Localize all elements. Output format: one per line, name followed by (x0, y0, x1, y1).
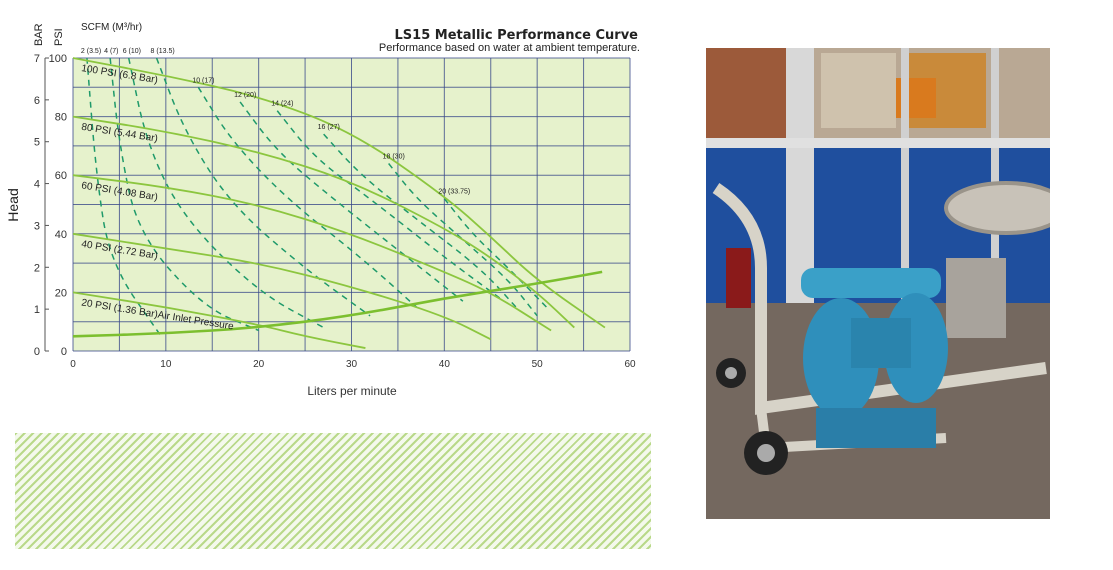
performance-chart: 0 10 20 30 40 50 60 0 20 40 60 80 100 0 1 2 3 4 5 6 7 2 (3.5… (5, 22, 640, 398)
y-axis-label: Head (5, 188, 21, 221)
pressure-curve (72, 57, 606, 329)
x-tick-label: 40 (439, 359, 451, 370)
grid (72, 57, 631, 352)
air-consumption-line (86, 57, 162, 337)
air-consumption-line (323, 133, 520, 311)
psi-tick-label: 100 (49, 53, 67, 65)
bar-tick-label: 3 (34, 220, 40, 232)
air-consumption-label: 2 (3.5) (81, 48, 101, 55)
bar-tick-label: 7 (34, 53, 40, 65)
x-tick-label: 30 (346, 359, 358, 370)
air-consumption-label: 12 (20) (234, 92, 256, 99)
bar-tick-label: 2 (34, 262, 40, 274)
psi-tick-label: 80 (55, 112, 67, 124)
psi-tick-label: 0 (61, 346, 67, 358)
air-consumption-label: 4 (7) (104, 48, 118, 55)
x-axis-label: Liters per minute (307, 384, 397, 398)
hatched-placeholder-panel (15, 433, 651, 549)
air-consumption-line (155, 57, 371, 317)
psi-tick-label: 60 (55, 170, 67, 182)
psi-tick-label: 20 (55, 287, 67, 299)
psi-tick-label: 40 (55, 229, 67, 241)
bar-tick-label: 1 (34, 304, 40, 316)
pressure-curve (72, 291, 366, 349)
chart-title: LS15 Metallic Performance Curve (395, 28, 639, 43)
pump-photo (706, 48, 1050, 519)
pressure-curve (72, 115, 575, 329)
bar-tick-label: 4 (34, 179, 40, 191)
bar-tick-label: 0 (34, 346, 40, 358)
chart-subtitle: Performance based on water at ambient te… (379, 42, 640, 54)
air-consumption-label: 20 (33.75) (438, 189, 470, 196)
psi-unit-label: PSI (53, 28, 65, 46)
air-consumption-line (127, 57, 325, 329)
x-tick-label: 10 (160, 359, 172, 370)
bar-tick-label: 6 (34, 95, 40, 107)
air-consumption-label: 18 (30) (383, 153, 405, 160)
pressure-curve (72, 174, 552, 332)
air-consumption-label: 14 (24) (271, 101, 293, 108)
x-tick-label: 0 (70, 359, 76, 370)
pressure-curves (72, 57, 606, 349)
air-consumption-line (109, 57, 259, 332)
air-consumption-line (197, 86, 417, 308)
air-consumption-label: 8 (13.5) (151, 48, 175, 55)
air-consumption-line (388, 163, 538, 317)
air-consumption-label: 10 (17) (192, 77, 214, 84)
x-tick-label: 60 (624, 359, 636, 370)
x-tick-label: 50 (532, 359, 544, 370)
bar-tick-label: 5 (34, 137, 40, 149)
axes: 0 10 20 30 40 50 60 0 20 40 60 80 100 0 1 2 3 4 5 6 7 (34, 53, 636, 370)
npsh-curve (72, 270, 603, 338)
air-consumption-label: 6 (10) (123, 48, 141, 55)
x-tick-label: 20 (253, 359, 265, 370)
air-consumption-label: 16 (27) (318, 124, 340, 131)
air-consumption-line (239, 101, 464, 302)
consumption-header: SCFM (M³/hr) (81, 22, 142, 33)
bar-unit-label: BAR (33, 23, 45, 46)
